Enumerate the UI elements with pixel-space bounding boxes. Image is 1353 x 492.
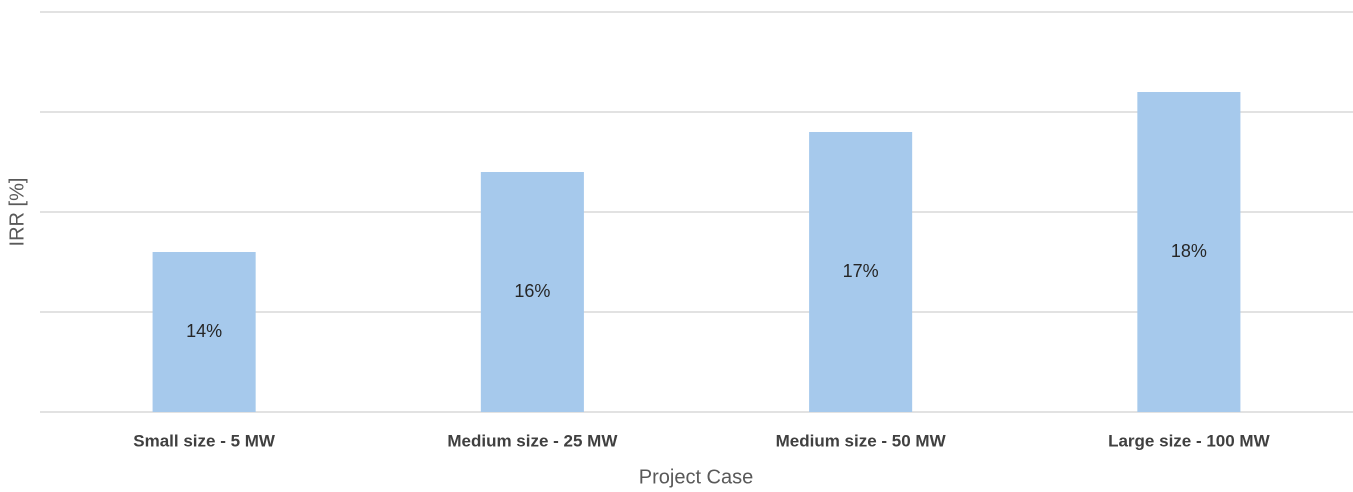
x-tick-label: Small size - 5 MW	[133, 431, 276, 450]
x-tick-label: Medium size - 50 MW	[776, 431, 947, 450]
bar	[480, 172, 584, 412]
x-axis-title: Project Case	[639, 466, 754, 488]
data-label: 18%	[1171, 241, 1207, 261]
x-tick-label: Large size - 100 MW	[1108, 431, 1271, 450]
bar	[152, 252, 256, 412]
data-label: 16%	[514, 281, 550, 301]
x-tick-label: Medium size - 25 MW	[447, 431, 618, 450]
y-axis-title: IRR [%]	[6, 178, 28, 247]
bar	[809, 132, 913, 412]
data-label: 14%	[186, 321, 222, 341]
bar	[1137, 92, 1241, 412]
data-label: 17%	[843, 261, 879, 281]
